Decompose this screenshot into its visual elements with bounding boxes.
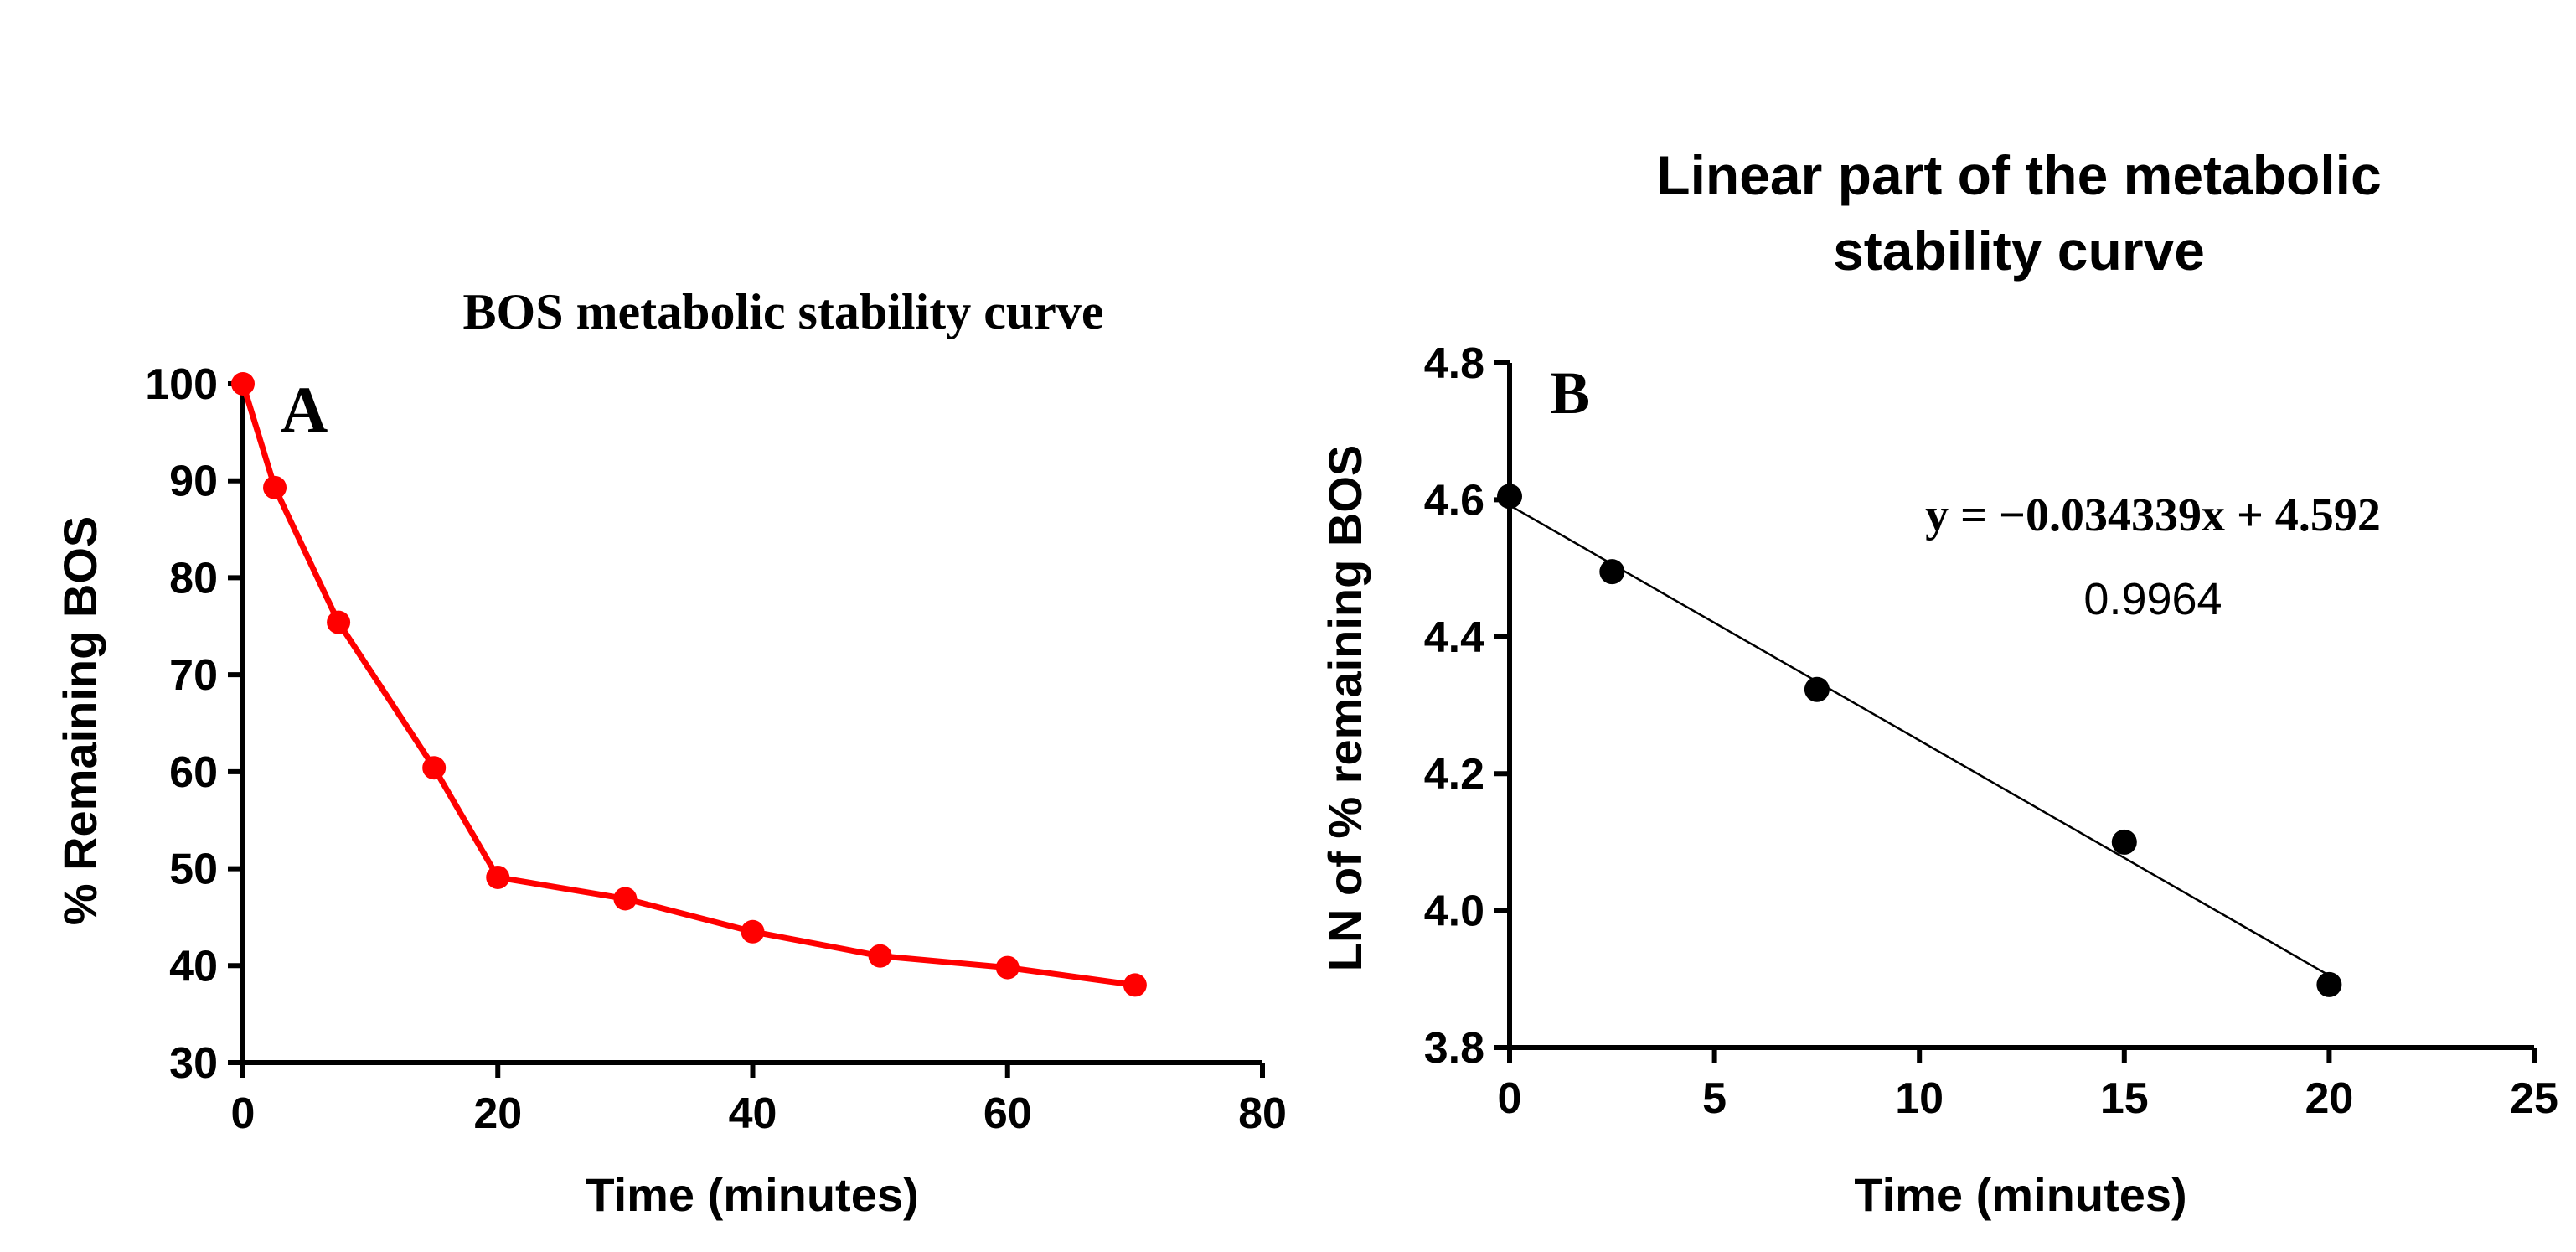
panel-b-fit-line bbox=[1509, 504, 2331, 977]
panel-a-x-tick-label: 60 bbox=[983, 1089, 1032, 1138]
panel-b-y-tick-label: 4.0 bbox=[1424, 887, 1484, 936]
panel-a-x-tick-label: 40 bbox=[729, 1089, 777, 1138]
panel-b-x-tick-label: 5 bbox=[1702, 1074, 1727, 1123]
panel-a-y-tick-label: 100 bbox=[145, 360, 218, 409]
panel-a-y-tick-label: 30 bbox=[169, 1039, 218, 1088]
panel-a-x-tick-label: 0 bbox=[231, 1089, 256, 1138]
panel-b-x-tick-label: 10 bbox=[1895, 1074, 1944, 1123]
panel-a-y-tick-label: 70 bbox=[169, 651, 218, 700]
panel-b-marks bbox=[1497, 484, 2342, 997]
panel-b-r-squared: 0.9964 bbox=[2083, 574, 2222, 624]
panel-b-y-tick-label: 4.8 bbox=[1424, 339, 1484, 388]
panel-a-letter: A bbox=[281, 373, 328, 446]
panel-b-x-tick-label: 25 bbox=[2510, 1074, 2558, 1123]
panel-a-x-axis-label: Time (minutes) bbox=[586, 1168, 918, 1221]
panel-a-title: BOS metabolic stability curve bbox=[463, 284, 1104, 339]
panel-b-data-point bbox=[1804, 676, 1830, 702]
panel-b-axes: 3.8 4.0 4.2 4.4 4.6 4.8 0 5 10 15 20 25 bbox=[1424, 339, 2558, 1123]
panel-a-data-point bbox=[995, 955, 1020, 980]
panel-b-y-tick-label: 4.6 bbox=[1424, 476, 1484, 525]
panel-a-data-point bbox=[231, 372, 255, 396]
panel-b-data-point bbox=[1599, 559, 1625, 585]
panel-b-y-tick-label: 3.8 bbox=[1424, 1024, 1484, 1073]
panel-a-marks bbox=[231, 372, 1147, 997]
panel-a-x-tick-label: 80 bbox=[1238, 1089, 1287, 1138]
panel-b-fit-equation: y = −0.034339x + 4.592 bbox=[1925, 489, 2381, 541]
panel-b-y-tick-label: 4.2 bbox=[1424, 750, 1484, 799]
panel-a-y-tick-label: 60 bbox=[169, 748, 218, 797]
panel-a-data-point bbox=[868, 944, 892, 968]
panel-a-data-point bbox=[613, 887, 638, 911]
panel-a-axes: 30 40 50 60 70 80 90 100 0 20 40 60 80 bbox=[145, 360, 1287, 1138]
panel-b-x-tick-label: 15 bbox=[2100, 1074, 2149, 1123]
panel-b-x-tick-label: 0 bbox=[1498, 1074, 1522, 1123]
panel-a-stability-curve: BOS metabolic stability curve A % Remain… bbox=[54, 284, 1287, 1221]
panel-a-data-point bbox=[741, 919, 765, 944]
panel-b-data-point bbox=[1497, 484, 1522, 510]
panel-a-data-point bbox=[263, 475, 287, 499]
panel-b-title-line-2: stability curve bbox=[1833, 220, 2205, 282]
panel-a-y-tick-label: 50 bbox=[169, 846, 218, 894]
panel-a-series-line bbox=[240, 382, 1136, 988]
panel-b-y-tick-label: 4.4 bbox=[1424, 613, 1484, 662]
panel-b-letter: B bbox=[1550, 360, 1590, 427]
panel-a-data-point bbox=[1123, 973, 1147, 997]
panel-a-x-tick-label: 20 bbox=[473, 1089, 522, 1138]
panel-a-y-tick-label: 90 bbox=[169, 458, 218, 506]
panel-a-data-point bbox=[422, 756, 447, 780]
panel-a-y-axis-label: % Remaining BOS bbox=[54, 516, 106, 926]
panel-b-title-line-1: Linear part of the metabolic bbox=[1656, 144, 2381, 206]
panel-a-y-tick-label: 80 bbox=[169, 554, 218, 603]
panel-a-data-point bbox=[327, 610, 351, 634]
panel-b-data-point bbox=[2111, 829, 2137, 855]
panel-b-y-axis-label: LN of % remaining BOS bbox=[1319, 445, 1371, 972]
panel-a-data-point bbox=[486, 865, 510, 889]
panel-b-data-point bbox=[2316, 971, 2342, 997]
panel-a-y-tick-label: 40 bbox=[169, 942, 218, 991]
panel-b-x-axis-label: Time (minutes) bbox=[1854, 1168, 2186, 1221]
panel-b-x-tick-label: 20 bbox=[2305, 1074, 2353, 1123]
panel-b-linear-part: Linear part of the metabolic stability c… bbox=[1319, 144, 2558, 1221]
